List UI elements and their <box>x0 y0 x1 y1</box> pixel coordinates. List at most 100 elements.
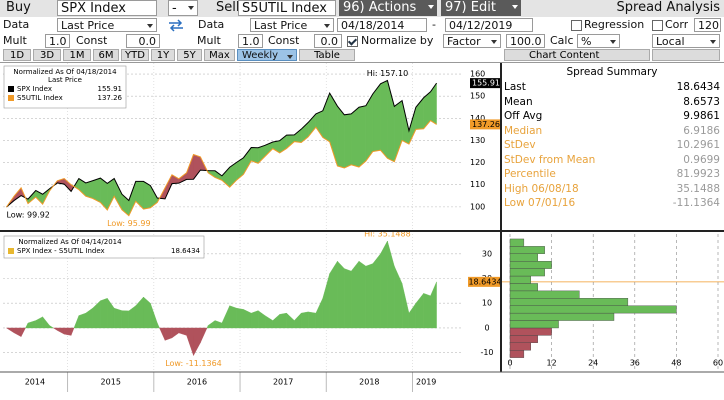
y-tick-label: 30 <box>482 249 492 258</box>
spread-fill <box>73 315 80 329</box>
settings-button[interactable] <box>652 49 720 61</box>
edit-button[interactable]: 97) Edit <box>441 0 521 16</box>
normalize-value[interactable]: 100.0 <box>506 34 545 48</box>
spread-fill <box>207 320 216 329</box>
mult-input[interactable]: 1.0 <box>45 34 70 48</box>
spread-fill <box>344 268 352 329</box>
spread-fill <box>100 298 108 329</box>
mult-input[interactable]: 1.0 <box>238 34 263 48</box>
spread-fill <box>193 154 201 180</box>
x-tick-label: 0 <box>507 359 512 368</box>
x-tick-label: 2017 <box>273 378 293 387</box>
spread-fill <box>193 327 201 356</box>
spread-fill <box>322 93 330 143</box>
summary-value: 18.6434 <box>676 81 720 93</box>
spread-fill <box>135 296 144 329</box>
histogram-bar <box>509 268 545 277</box>
spread-fill <box>128 305 136 329</box>
spread-fill <box>35 316 43 329</box>
spread-fill <box>92 300 101 329</box>
spread-fill <box>286 134 295 149</box>
range-button[interactable]: 3D <box>33 49 61 61</box>
mult-label: Mult <box>3 34 27 47</box>
legend-swatch <box>8 86 14 92</box>
x-tick-label: 36 <box>630 359 640 368</box>
currency-select[interactable]: Local <box>652 34 720 48</box>
range-button[interactable]: 5Y <box>177 49 202 61</box>
spread-fill <box>121 310 130 329</box>
legend-value: 137.26 <box>98 94 123 102</box>
data-field[interactable]: Last Price <box>250 18 334 32</box>
buy-label: Buy <box>6 0 31 15</box>
spread-fill <box>423 293 431 329</box>
corr-window[interactable]: 120 <box>694 18 721 32</box>
spread-fill <box>243 309 252 329</box>
spread-fill <box>322 273 330 329</box>
sell-security[interactable]: S5UTIL Index <box>238 0 336 16</box>
spread-fill <box>257 310 266 329</box>
corr-checkbox[interactable] <box>652 20 663 31</box>
data-label: Data <box>198 18 225 31</box>
series-line <box>6 119 437 217</box>
calc-select[interactable]: % <box>577 34 620 48</box>
value-tag-label: 155.91 <box>472 79 500 88</box>
spread-fill <box>243 146 252 176</box>
summary-row: Percentile 81.9923 <box>504 167 720 182</box>
normalize-label: Normalize by <box>361 34 434 47</box>
summary-label: Last <box>504 81 526 93</box>
legend-label: SPX Index - S5UTIL Index <box>17 247 105 255</box>
summary-row: Mean 8.6573 <box>504 95 720 110</box>
summary-label: Low 07/01/16 <box>504 197 576 209</box>
normalize-checkbox[interactable] <box>347 36 358 47</box>
spread-fill <box>214 320 223 329</box>
summary-row: Off Avg 9.9861 <box>504 109 720 124</box>
range-button[interactable]: 1D <box>3 49 31 61</box>
summary-value: 81.9923 <box>676 168 720 180</box>
spread-fill <box>337 260 345 329</box>
histogram-bar <box>509 275 531 284</box>
spread-summary: Spread Summary Last 18.6434 Mean 8.6573 Off … <box>504 64 720 211</box>
spread-fill <box>14 327 22 337</box>
spread-fill <box>430 281 437 329</box>
range-button[interactable]: 1Y <box>151 49 175 61</box>
histogram-bar <box>509 342 531 351</box>
end-date[interactable]: 04/12/2019 <box>445 18 533 32</box>
summary-row: Last 18.6434 <box>504 80 720 95</box>
histogram-bar <box>509 335 538 343</box>
x-tick-label: 2019 <box>416 378 436 387</box>
x-tick-label: 24 <box>588 359 598 368</box>
range-button[interactable]: YTD <box>121 49 149 61</box>
range-button[interactable]: 6M <box>93 49 119 61</box>
buy-security[interactable]: SPX Index <box>57 0 157 16</box>
range-button[interactable]: Max <box>204 49 235 61</box>
summary-value: 10.2961 <box>676 139 720 151</box>
start-date[interactable]: 04/18/2014 <box>337 18 427 32</box>
spread-fill <box>200 327 208 343</box>
range-button[interactable]: 1M <box>63 49 91 61</box>
spread-fill <box>286 312 295 329</box>
const-label: Const <box>76 34 108 47</box>
regression-checkbox[interactable] <box>571 20 582 31</box>
spread-fill <box>49 325 55 329</box>
table-button[interactable]: Table <box>299 49 355 61</box>
buy-ops[interactable]: - <box>168 0 198 16</box>
summary-row: Low 07/01/16 -11.1364 <box>504 196 720 211</box>
spread-fill <box>27 320 36 329</box>
spread-fill <box>159 327 166 341</box>
const-input[interactable]: 0.0 <box>314 34 342 48</box>
summary-value: 9.9861 <box>683 110 720 122</box>
chart-content-button[interactable]: Chart Content <box>504 49 650 61</box>
x-tick-label: 48 <box>671 359 681 368</box>
frequency-select[interactable]: Weekly <box>237 49 297 61</box>
spread-fill <box>307 311 317 329</box>
x-tick-label: 2015 <box>101 378 121 387</box>
actions-button[interactable]: 96) Actions <box>339 0 437 16</box>
swap-icon[interactable] <box>166 18 186 32</box>
normalize-method[interactable]: Factor <box>443 34 501 48</box>
data-field[interactable]: Last Price <box>57 18 157 32</box>
spread-fill <box>113 178 123 211</box>
const-input[interactable]: 0.0 <box>126 34 160 48</box>
value-tag-label: 137.26 <box>472 120 500 129</box>
spread-fill <box>107 297 115 329</box>
